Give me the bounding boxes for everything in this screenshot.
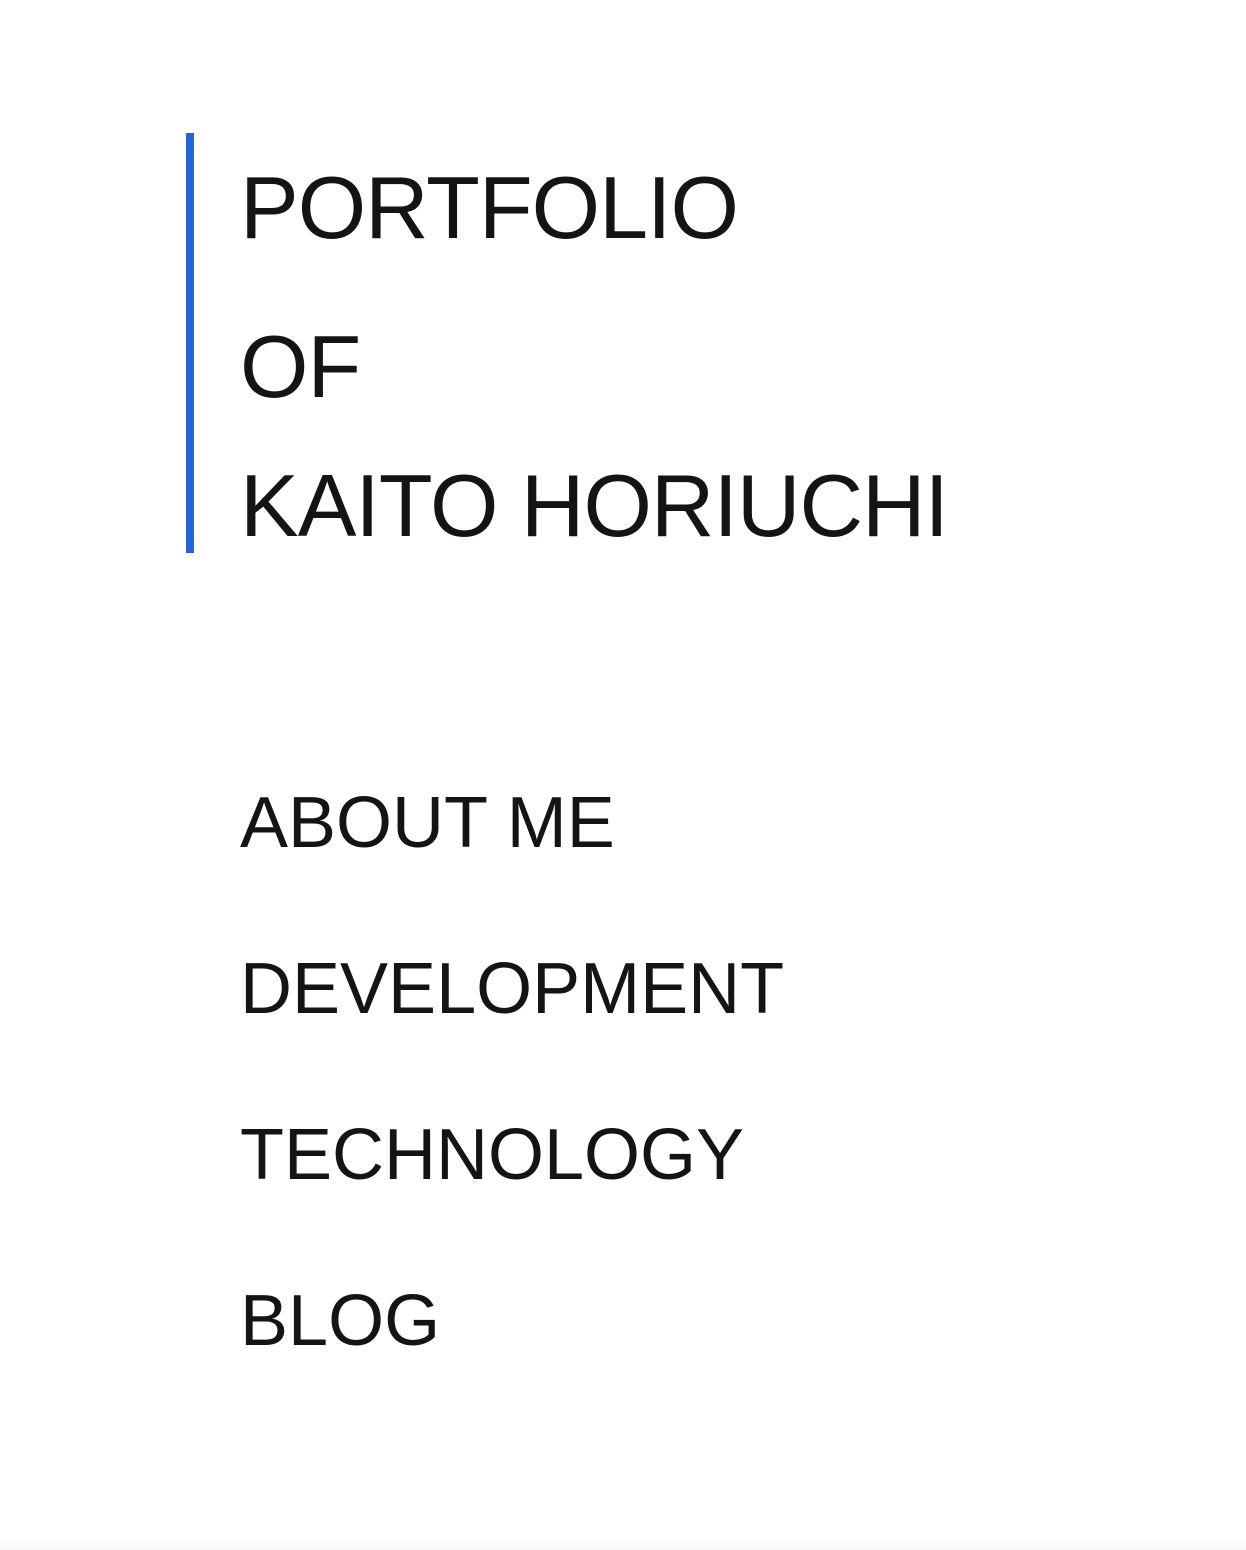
nav-item-technology[interactable]: TECHNOLOGY: [240, 1115, 745, 1195]
title-line-portfolio: PORTFOLIO: [240, 158, 739, 257]
title-line-name: KAITO HORIUCHI: [240, 456, 949, 555]
nav-item-development[interactable]: DEVELOPMENT: [240, 949, 785, 1029]
page-title: PORTFOLIO OF KAITO HORIUCHI: [240, 158, 949, 575]
nav-item-blog[interactable]: BLOG: [240, 1281, 441, 1361]
page-title-block: PORTFOLIO OF KAITO HORIUCHI: [186, 133, 1086, 555]
bottom-divider: [0, 1540, 1246, 1550]
title-line-of: OF: [240, 317, 361, 416]
title-accent-bar: [186, 133, 194, 553]
main-nav: ABOUT ME DEVELOPMENT TECHNOLOGY BLOG: [240, 780, 784, 1444]
nav-item-about-me[interactable]: ABOUT ME: [240, 783, 615, 863]
